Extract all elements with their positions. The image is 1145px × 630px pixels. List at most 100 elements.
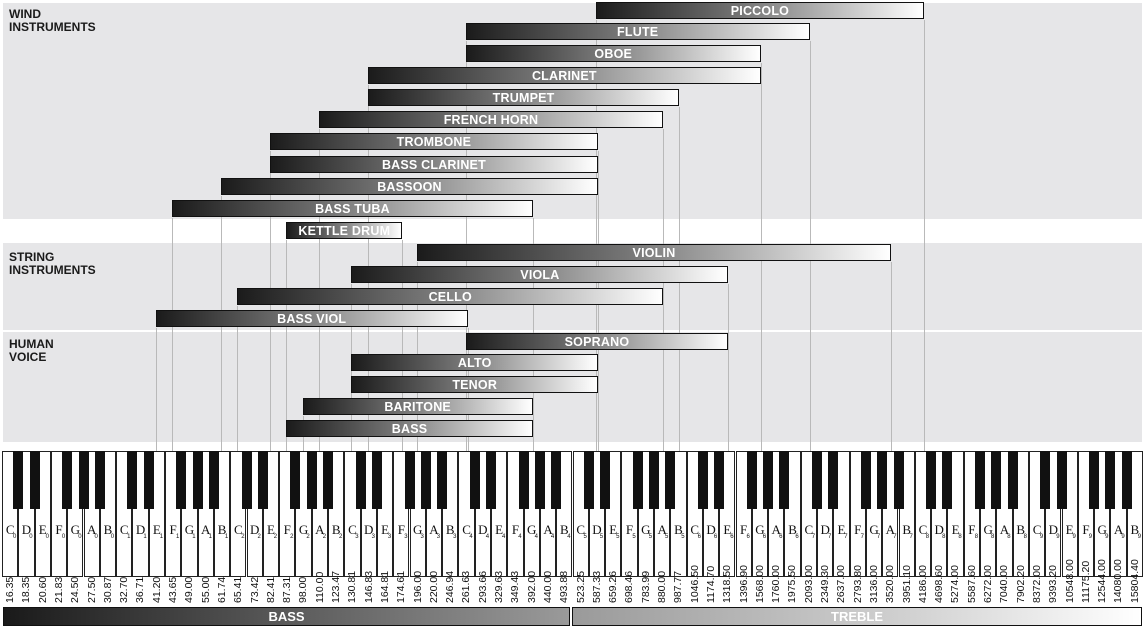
- note-label: F: [1082, 522, 1090, 537]
- octave-number: 1: [224, 534, 229, 540]
- range-bar-trumpet: TRUMPET: [367, 89, 680, 106]
- black-key: [600, 451, 611, 509]
- frequency-label: 7040.00: [998, 565, 1011, 603]
- black-key: [323, 451, 333, 509]
- frequency-label: 1396.90: [737, 565, 750, 603]
- bass-range-bar: BASS: [3, 607, 570, 626]
- octave-number: 0: [29, 534, 33, 540]
- note-label: D: [706, 522, 716, 537]
- octave-number: 4: [550, 534, 555, 540]
- note-label: F: [283, 522, 291, 537]
- black-key: [94, 451, 105, 509]
- note-label: G: [412, 522, 423, 537]
- range-bar-violin: VIOLIN: [416, 244, 892, 261]
- guide-line: [533, 438, 534, 451]
- frequency-label: 55.00: [199, 576, 212, 603]
- note-label: A: [543, 522, 553, 537]
- note-label: C: [119, 522, 129, 537]
- octave-number: 4: [534, 534, 538, 540]
- octave-number: 1: [192, 534, 196, 540]
- frequency-label: 65.41: [232, 576, 245, 603]
- black-key: [828, 451, 839, 509]
- black-key: [714, 451, 725, 509]
- note-label: C: [690, 522, 700, 537]
- octave-number: 9: [1088, 534, 1093, 540]
- note-label: A: [771, 522, 781, 537]
- octave-number: 8: [991, 534, 995, 540]
- note-label: D: [934, 522, 944, 537]
- frequency-label: 98.00: [297, 576, 310, 603]
- octave-number: 5: [616, 534, 620, 540]
- octave-number: 1: [208, 534, 212, 540]
- octave-number: 3: [355, 534, 359, 540]
- frequency-label: 220.00: [427, 570, 440, 603]
- frequency-label: 110.00: [313, 571, 326, 603]
- note-label: G: [983, 522, 993, 537]
- black-key: [127, 451, 138, 509]
- range-bar-alto: ALTO: [351, 354, 598, 371]
- note-label: E: [266, 522, 275, 537]
- frequency-label: 30.87: [101, 576, 114, 603]
- section-label-voice: HUMAN VOICE: [9, 337, 54, 364]
- note-label: B: [788, 522, 797, 537]
- frequency-label: 783.99: [639, 570, 652, 603]
- frequency-label: 41.20: [150, 576, 163, 603]
- range-bar-bass-viol: BASS VIOL: [155, 310, 468, 327]
- guide-line: [533, 416, 534, 451]
- octave-number: 6: [762, 534, 767, 540]
- note-label: B: [1016, 522, 1026, 537]
- note-label: F: [740, 522, 748, 537]
- range-bar-viola: VIOLA: [351, 266, 729, 283]
- note-label: G: [527, 522, 537, 537]
- note-label: D: [1048, 522, 1059, 537]
- note-label: D: [592, 522, 602, 537]
- black-key: [469, 451, 480, 509]
- frequency-label: 73.42: [248, 576, 261, 603]
- black-key: [1007, 451, 1018, 509]
- frequency-label: 5274.00: [949, 565, 962, 603]
- section-label-wind: WIND INSTRUMENTS: [9, 7, 96, 34]
- guide-line: [598, 196, 599, 451]
- frequency-label: 2637.00: [835, 565, 848, 603]
- piano-keyboard: [0, 451, 1145, 579]
- octave-number: 3: [387, 534, 392, 540]
- octave-number: 4: [485, 534, 490, 540]
- black-key: [632, 451, 643, 509]
- note-label: E: [381, 522, 390, 537]
- black-key: [257, 451, 268, 509]
- frequency-label: 12544.00: [1096, 559, 1109, 603]
- black-key: [13, 451, 24, 509]
- frequency-label: 261.63: [460, 570, 473, 603]
- black-key: [290, 451, 301, 509]
- note-label: A: [885, 522, 896, 537]
- note-label: D: [364, 522, 374, 537]
- black-key: [355, 451, 366, 509]
- octave-number: 3: [436, 534, 441, 540]
- octave-number: 9: [1072, 534, 1076, 540]
- octave-number: 8: [958, 534, 962, 540]
- frequency-label: 2793.80: [851, 565, 864, 603]
- frequency-label: 392.00: [525, 570, 538, 603]
- octave-number: 6: [713, 534, 718, 540]
- octave-number: 5: [599, 534, 604, 540]
- black-key: [991, 451, 1002, 509]
- frequency-label: 349.43: [509, 570, 522, 603]
- guide-line: [156, 328, 157, 451]
- note-label: E: [1065, 522, 1074, 537]
- octave-number: 5: [681, 534, 685, 540]
- black-key: [486, 451, 496, 509]
- octave-number: 4: [502, 534, 506, 540]
- frequency-label: 2093.00: [802, 565, 815, 603]
- octave-number: 5: [648, 534, 653, 540]
- octave-number: 5: [632, 534, 636, 540]
- black-key: [975, 451, 985, 509]
- note-label: B: [674, 522, 683, 537]
- octave-number: 2: [290, 534, 294, 540]
- frequency-label: 18.35: [20, 576, 33, 603]
- black-key: [665, 451, 676, 509]
- note-label: F: [854, 522, 862, 537]
- note-label: A: [657, 522, 667, 537]
- frequency-label: 130.81: [346, 570, 359, 603]
- frequency-label: 87.31: [281, 576, 294, 603]
